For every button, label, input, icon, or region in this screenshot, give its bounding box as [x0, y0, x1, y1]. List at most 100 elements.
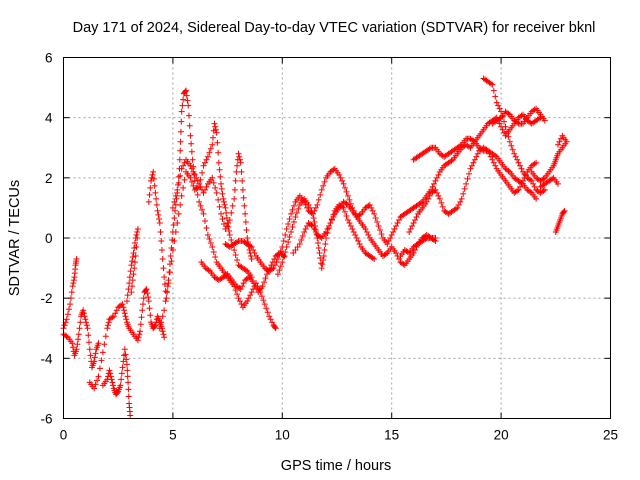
data-point	[124, 373, 131, 380]
data-point	[315, 196, 322, 203]
data-point	[385, 238, 392, 245]
series-track-3	[86, 286, 168, 392]
data-point	[200, 189, 207, 196]
data-point	[393, 222, 400, 229]
data-point	[356, 241, 363, 248]
data-point	[176, 156, 183, 163]
data-point	[362, 225, 369, 232]
data-point	[234, 239, 241, 246]
data-point	[184, 97, 191, 104]
data-point	[75, 331, 82, 338]
data-point	[236, 298, 243, 305]
x-axis-label: GPS time / hours	[281, 458, 391, 474]
data-point	[109, 379, 116, 386]
data-point	[312, 228, 319, 235]
data-point	[283, 244, 290, 251]
data-point	[293, 209, 300, 216]
data-point	[187, 162, 194, 169]
data-point	[274, 256, 281, 263]
data-point	[126, 280, 133, 287]
data-point	[199, 169, 206, 176]
x-tick-label: 5	[169, 428, 177, 443]
data-point	[317, 260, 324, 267]
data-point	[273, 259, 280, 266]
data-point	[101, 341, 108, 348]
data-point	[228, 209, 235, 216]
data-point	[425, 195, 432, 202]
data-point	[352, 231, 359, 238]
data-point	[69, 344, 76, 351]
data-point	[172, 192, 179, 199]
data-point	[288, 228, 295, 235]
data-point	[518, 179, 525, 186]
data-point	[330, 213, 337, 220]
data-point	[461, 185, 468, 192]
data-point	[330, 166, 337, 173]
data-point	[285, 239, 292, 246]
data-point	[210, 134, 217, 141]
data-point	[244, 235, 251, 241]
data-point	[283, 225, 290, 232]
data-point	[140, 295, 147, 302]
data-point	[183, 87, 190, 94]
data-point	[531, 183, 538, 190]
data-point	[320, 257, 327, 264]
data-point	[518, 165, 525, 172]
data-point	[157, 228, 164, 235]
data-point	[395, 216, 402, 223]
data-point	[325, 222, 332, 229]
data-point	[161, 334, 168, 341]
series-track-15	[397, 235, 439, 260]
data-point	[340, 180, 347, 187]
data-point	[177, 201, 184, 208]
data-point	[109, 314, 116, 321]
data-point	[530, 180, 537, 187]
data-point	[69, 283, 76, 290]
data-point	[299, 232, 306, 239]
data-point	[147, 184, 154, 191]
series-track-19	[537, 174, 561, 190]
data-point	[369, 207, 376, 214]
data-point	[404, 249, 411, 256]
data-point	[321, 178, 328, 185]
data-point	[197, 176, 204, 183]
data-point	[151, 323, 158, 330]
data-point	[171, 214, 178, 221]
data-point	[145, 294, 152, 301]
plot-frame	[63, 57, 611, 419]
data-point	[282, 231, 289, 238]
data-point	[158, 247, 165, 254]
data-point	[153, 195, 160, 202]
data-point	[464, 175, 471, 182]
data-point	[269, 319, 276, 326]
data-point	[432, 235, 439, 241]
y-tick-label: 2	[45, 171, 53, 186]
data-point	[169, 247, 176, 254]
data-point	[431, 180, 438, 187]
data-point	[197, 202, 204, 209]
data-point	[250, 247, 257, 254]
y-tick-label: -4	[40, 351, 52, 366]
data-point	[375, 222, 382, 229]
data-point	[231, 247, 238, 254]
data-point	[261, 279, 268, 286]
data-point	[236, 156, 243, 163]
data-point	[294, 244, 301, 251]
data-point	[432, 177, 439, 184]
data-point	[146, 305, 153, 312]
data-point	[368, 204, 375, 211]
data-point	[131, 259, 138, 266]
data-point	[390, 228, 397, 235]
data-point	[168, 258, 175, 265]
axis-ticks: 0 5 10 15 20 25 -6 -4 -2 0 2 4 6	[40, 51, 618, 443]
data-point	[64, 311, 71, 318]
data-point	[505, 167, 512, 174]
data-point	[321, 247, 328, 254]
data-point	[123, 316, 130, 323]
data-point	[337, 174, 344, 181]
data-point	[438, 199, 445, 206]
data-point	[473, 153, 480, 160]
data-point	[238, 301, 245, 308]
data-point	[214, 139, 221, 146]
y-tick-label: 0	[45, 231, 53, 246]
